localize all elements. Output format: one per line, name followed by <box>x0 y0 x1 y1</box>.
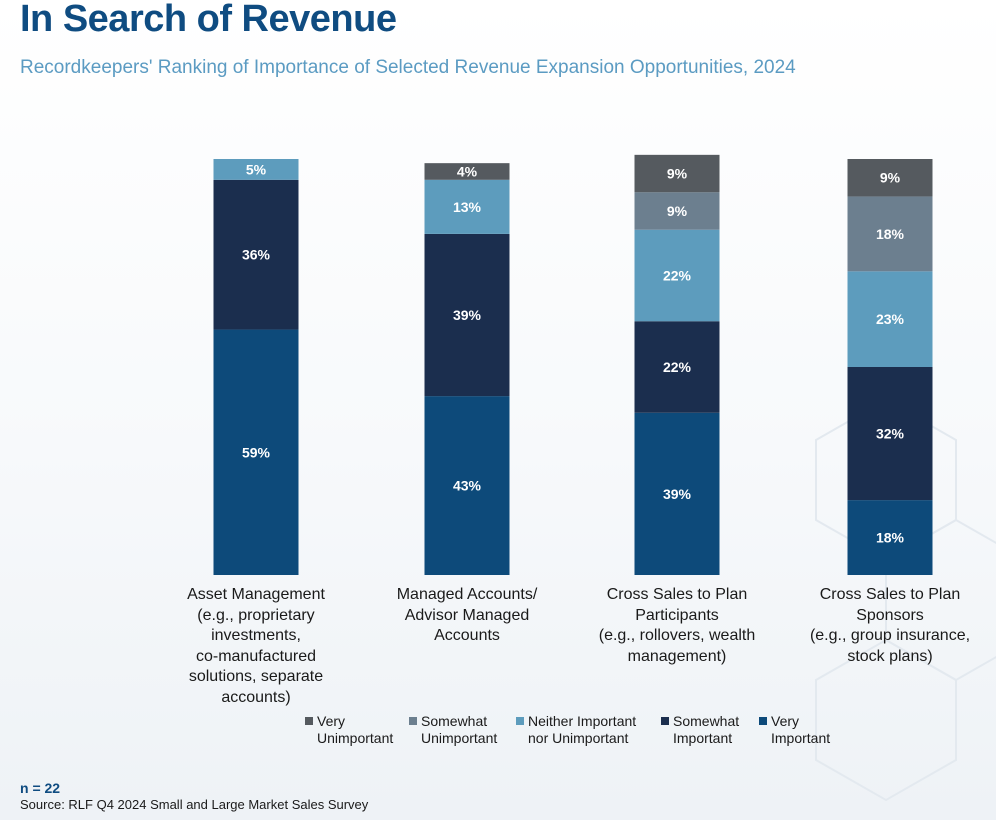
legend-label: Somewhat Unimportant <box>421 713 498 746</box>
bar-segment <box>634 154 720 193</box>
legend-label: Somewhat Important <box>673 713 740 746</box>
legend-swatch <box>759 717 767 725</box>
data-label: 23% <box>876 311 905 327</box>
bar-segment <box>847 500 933 575</box>
category-label: Managed Accounts/Advisor Managed Accounts <box>396 586 538 644</box>
source-note: Source: RLF Q4 2024 Small and Large Mark… <box>20 797 369 812</box>
data-label: 39% <box>663 486 692 502</box>
legend-item: Somewhat Unimportant <box>409 713 497 747</box>
legend-item: Very Unimportant <box>305 713 393 747</box>
data-label: 18% <box>876 226 905 242</box>
data-label: 13% <box>453 199 482 215</box>
data-label: 36% <box>242 247 271 263</box>
data-label: 9% <box>880 170 901 186</box>
legend-label: Neither Important nor Unimportant <box>528 713 637 746</box>
legend-item: Very Important <box>759 713 830 747</box>
bar-segment <box>213 179 299 330</box>
bar-segment <box>634 229 720 322</box>
page-subtitle: Recordkeepers' Ranking of Importance of … <box>20 57 796 78</box>
data-label: 32% <box>876 426 905 442</box>
data-label: 5% <box>246 161 267 177</box>
bar-segment <box>424 179 510 234</box>
chart-legend: Very Unimportant Somewhat Unimportant Neit… <box>0 713 996 753</box>
data-label: 9% <box>667 166 688 182</box>
bar-segment <box>847 367 933 501</box>
bar-segment <box>847 271 933 367</box>
category-label: Cross Sales to Plan Participants (e.g., ro… <box>598 586 756 665</box>
bar-segment <box>634 321 720 413</box>
legend-swatch <box>661 717 669 725</box>
data-label: 22% <box>663 267 692 283</box>
sample-size: n = 22 <box>20 780 61 796</box>
data-label: 22% <box>663 359 692 375</box>
page-title: In Search of Revenue <box>20 0 397 40</box>
data-label: 4% <box>457 163 478 179</box>
legend-label: Very Unimportant <box>317 713 394 746</box>
legend-swatch <box>305 717 313 725</box>
data-label: 59% <box>242 444 271 460</box>
data-label: 43% <box>453 478 482 494</box>
bar-segment <box>634 412 720 575</box>
bar-segment <box>424 396 510 575</box>
bar-segment <box>424 233 510 397</box>
legend-label: Very Important <box>771 713 831 746</box>
bar-segment <box>847 196 933 272</box>
data-label: 39% <box>453 307 482 323</box>
category-label: Cross Sales to Plan Sponsors (e.g., group … <box>809 586 971 665</box>
bar-segment <box>213 329 299 575</box>
legend-item: Somewhat Important <box>661 713 739 747</box>
bar-segment <box>634 192 720 230</box>
legend-swatch <box>516 717 524 725</box>
bar-segment <box>847 159 933 197</box>
category-label: Asset Management (e.g., proprietary invest… <box>187 586 325 706</box>
bar-segment <box>213 159 299 180</box>
legend-swatch <box>409 717 417 725</box>
legend-item: Neither Important nor Unimportant <box>516 713 636 747</box>
data-label: 9% <box>667 203 688 219</box>
data-label: 18% <box>876 530 905 546</box>
bar-segment <box>424 163 510 180</box>
